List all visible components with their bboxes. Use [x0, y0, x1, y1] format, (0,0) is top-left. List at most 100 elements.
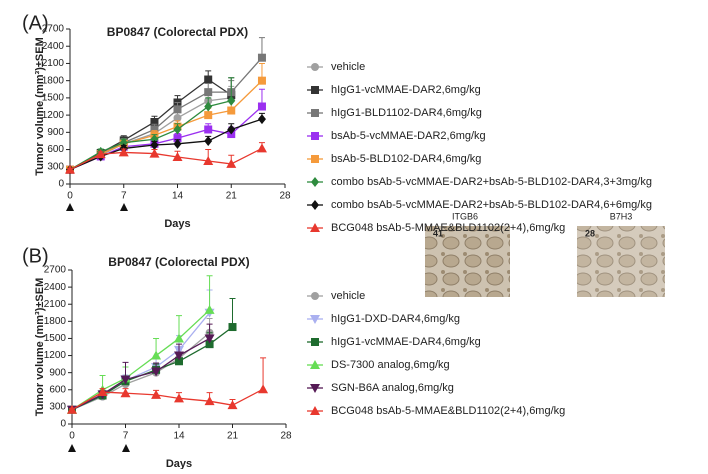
marker [257, 76, 266, 85]
image-score: 41 [433, 228, 443, 238]
marker [118, 147, 129, 157]
marker [173, 113, 182, 122]
series-line [71, 337, 210, 411]
y-tick-label: 0 [58, 179, 64, 190]
legend-label: hIgG1-BLD1102-DAR4,6mg/kg [331, 107, 482, 119]
x-tick-label: 28 [280, 431, 292, 442]
chart-title: BP0847 (Colorectal PDX) [107, 25, 248, 39]
legend-label: hIgG1-DXD-DAR4,6mg/kg [331, 313, 460, 325]
x-tick-label: 14 [173, 431, 185, 442]
marker [204, 135, 213, 146]
panel-label: (A) [22, 12, 49, 34]
series-line [71, 309, 211, 411]
legend-marker [310, 360, 320, 369]
y-tick-label: 1200 [44, 350, 67, 361]
marker [149, 148, 160, 158]
marker [227, 106, 236, 115]
histology-image [425, 226, 510, 297]
legend-marker [311, 109, 319, 117]
error-bar [260, 357, 267, 390]
y-tick-label: 2700 [42, 24, 65, 35]
y-tick-label: 0 [60, 419, 66, 430]
x-axis-label: Days [164, 218, 190, 230]
series-line [71, 312, 211, 411]
legend-marker [311, 63, 319, 71]
legend-label: BCG048 bsAb-5-MMAE&BLD1102(2+4),6mg/kg [331, 222, 565, 234]
marker [173, 138, 182, 149]
marker [257, 102, 266, 111]
error-bar [206, 275, 213, 310]
marker [204, 75, 213, 84]
marker [95, 149, 106, 159]
marker [204, 334, 215, 344]
marker [97, 387, 108, 397]
error-bar [229, 298, 236, 328]
y-axis-label: Tumor volume (mm³)±SEM [34, 278, 46, 416]
x-tick-label: 21 [227, 431, 239, 442]
y-tick-label: 1500 [44, 333, 67, 344]
marker [174, 393, 184, 403]
marker [203, 156, 214, 166]
marker [204, 125, 213, 134]
marker [150, 125, 159, 134]
x-tick-label: 0 [69, 431, 75, 442]
image-title: B7H3 [610, 211, 633, 221]
marker [65, 164, 75, 174]
y-tick-label: 900 [49, 367, 66, 378]
legend-marker [311, 292, 319, 300]
marker [67, 404, 77, 414]
marker [150, 139, 159, 150]
marker [175, 357, 183, 366]
dose-arrow [68, 444, 76, 452]
legend-marker [311, 200, 319, 210]
legend-marker [310, 223, 320, 232]
y-tick-label: 300 [49, 402, 66, 413]
y-tick-label: 1800 [44, 316, 67, 327]
y-tick-label: 2400 [44, 282, 67, 293]
y-tick-label: 300 [47, 161, 64, 172]
legend-label: hIgG1-vcMMAE-DAR2,6mg/kg [331, 84, 481, 96]
x-tick-label: 0 [67, 191, 73, 202]
marker [256, 143, 267, 153]
marker [227, 95, 236, 106]
y-tick-label: 600 [49, 384, 66, 395]
marker [151, 367, 162, 377]
legend-label: combo bsAb-5-vcMMAE-DAR2+bsAb-5-BLD102-D… [331, 176, 652, 188]
legend-marker [311, 132, 319, 140]
legend-label: bsAb-5-vcMMAE-DAR2,6mg/kg [331, 130, 486, 142]
marker [150, 118, 159, 126]
x-tick-label: 14 [172, 191, 184, 202]
histology-image [577, 226, 665, 297]
x-axis-label: Days [166, 458, 192, 469]
legend-label: SGN-B6A analog,6mg/kg [331, 382, 454, 394]
marker [204, 396, 215, 406]
marker [172, 152, 183, 162]
series-line [69, 147, 263, 171]
x-tick-label: 28 [279, 191, 291, 202]
marker [257, 53, 266, 62]
marker [226, 158, 237, 168]
marker [204, 88, 213, 97]
marker [204, 101, 213, 112]
legend-marker [311, 86, 319, 94]
marker [227, 400, 238, 410]
legend-marker [310, 315, 320, 324]
series-line [69, 118, 263, 171]
marker [257, 114, 266, 125]
x-tick-label: 7 [123, 431, 129, 442]
dose-arrow [120, 203, 128, 211]
marker [204, 304, 215, 314]
marker [204, 111, 213, 120]
legend-marker [311, 338, 319, 346]
legend-label: DS-7300 analog,6mg/kg [331, 359, 450, 371]
image-title: ITGB6 [452, 211, 478, 221]
legend-label: combo bsAb-5-vcMMAE-DAR2+bsAb-5-BLD102-D… [331, 199, 652, 211]
marker [173, 134, 182, 143]
legend-label: vehicle [331, 61, 365, 73]
marker [227, 124, 236, 135]
legend-label: bsAb-5-BLD102-DAR4,6mg/kg [331, 153, 481, 165]
marker [173, 124, 182, 135]
y-tick-label: 1500 [42, 93, 65, 104]
legend-label: vehicle [331, 290, 365, 302]
